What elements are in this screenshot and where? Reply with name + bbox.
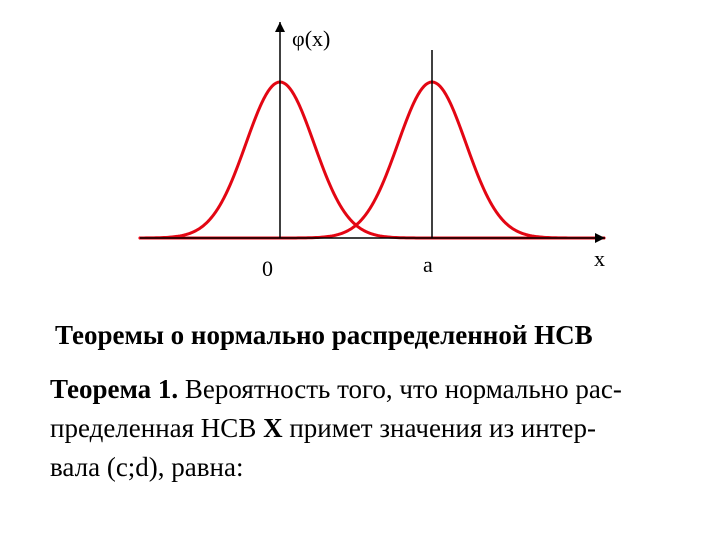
theorem-line1: Вероятность того, что нормально рас- xyxy=(178,374,622,404)
section-heading: Теоремы о нормально распределенной НСВ xyxy=(55,320,675,351)
theorem-text: Теорема 1. Вероятность того, что нормаль… xyxy=(50,370,670,487)
chart-svg xyxy=(130,10,620,300)
page: φ(x) x 0 a Теоремы о нормально распредел… xyxy=(0,0,720,540)
normal-distribution-chart: φ(x) x 0 a xyxy=(130,10,620,300)
mean-label: a xyxy=(423,252,433,278)
theorem-var: Х xyxy=(263,413,283,443)
theorem-line2a: пределенная НСВ xyxy=(50,413,263,443)
theorem-line2b: примет значения из интер- xyxy=(283,413,596,443)
theorem-line3: вала (c;d), равна: xyxy=(50,452,243,482)
origin-label: 0 xyxy=(262,256,273,282)
x-axis-label: x xyxy=(594,246,605,272)
y-axis-label: φ(x) xyxy=(292,26,330,52)
theorem-label: Теорема 1. xyxy=(50,374,178,404)
